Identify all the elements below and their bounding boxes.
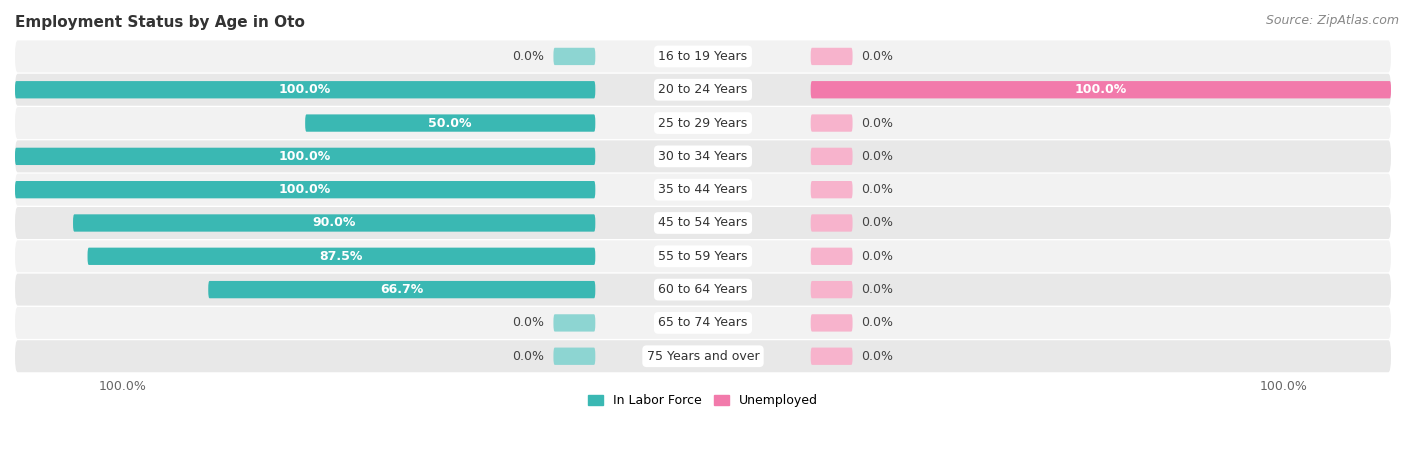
Text: 30 to 34 Years: 30 to 34 Years [658, 150, 748, 163]
FancyBboxPatch shape [15, 174, 1391, 206]
Text: 66.7%: 66.7% [380, 283, 423, 296]
FancyBboxPatch shape [15, 307, 1391, 339]
Text: 0.0%: 0.0% [512, 350, 544, 363]
FancyBboxPatch shape [811, 81, 1391, 98]
FancyBboxPatch shape [305, 115, 595, 132]
Text: 0.0%: 0.0% [862, 350, 894, 363]
FancyBboxPatch shape [15, 74, 1391, 106]
FancyBboxPatch shape [15, 207, 1391, 239]
Text: 100.0%: 100.0% [278, 150, 332, 163]
FancyBboxPatch shape [15, 181, 595, 198]
FancyBboxPatch shape [87, 248, 595, 265]
Text: 0.0%: 0.0% [862, 183, 894, 196]
Text: 45 to 54 Years: 45 to 54 Years [658, 216, 748, 230]
FancyBboxPatch shape [15, 140, 1391, 172]
FancyBboxPatch shape [15, 340, 1391, 372]
FancyBboxPatch shape [15, 274, 1391, 306]
Text: 0.0%: 0.0% [862, 216, 894, 230]
FancyBboxPatch shape [15, 81, 595, 98]
Text: 0.0%: 0.0% [862, 250, 894, 263]
FancyBboxPatch shape [811, 348, 852, 365]
Text: Source: ZipAtlas.com: Source: ZipAtlas.com [1265, 14, 1399, 27]
Text: 100.0%: 100.0% [278, 183, 332, 196]
Text: 0.0%: 0.0% [862, 116, 894, 129]
Text: 60 to 64 Years: 60 to 64 Years [658, 283, 748, 296]
FancyBboxPatch shape [811, 48, 852, 65]
Text: 100.0%: 100.0% [278, 83, 332, 96]
Text: 0.0%: 0.0% [862, 317, 894, 329]
Text: 0.0%: 0.0% [512, 317, 544, 329]
Text: 0.0%: 0.0% [512, 50, 544, 63]
FancyBboxPatch shape [811, 248, 852, 265]
FancyBboxPatch shape [811, 281, 852, 298]
Text: Employment Status by Age in Oto: Employment Status by Age in Oto [15, 15, 305, 30]
FancyBboxPatch shape [208, 281, 595, 298]
Text: 87.5%: 87.5% [319, 250, 363, 263]
Text: 90.0%: 90.0% [312, 216, 356, 230]
FancyBboxPatch shape [554, 48, 595, 65]
FancyBboxPatch shape [554, 314, 595, 331]
Text: 0.0%: 0.0% [862, 50, 894, 63]
Text: 55 to 59 Years: 55 to 59 Years [658, 250, 748, 263]
FancyBboxPatch shape [811, 181, 852, 198]
Text: 25 to 29 Years: 25 to 29 Years [658, 116, 748, 129]
Text: 75 Years and over: 75 Years and over [647, 350, 759, 363]
FancyBboxPatch shape [15, 107, 1391, 139]
Text: 16 to 19 Years: 16 to 19 Years [658, 50, 748, 63]
Legend: In Labor Force, Unemployed: In Labor Force, Unemployed [583, 389, 823, 412]
FancyBboxPatch shape [15, 240, 1391, 272]
FancyBboxPatch shape [15, 41, 1391, 73]
Text: 20 to 24 Years: 20 to 24 Years [658, 83, 748, 96]
FancyBboxPatch shape [554, 348, 595, 365]
Text: 50.0%: 50.0% [429, 116, 472, 129]
Text: 65 to 74 Years: 65 to 74 Years [658, 317, 748, 329]
FancyBboxPatch shape [811, 214, 852, 232]
Text: 0.0%: 0.0% [862, 283, 894, 296]
Text: 0.0%: 0.0% [862, 150, 894, 163]
FancyBboxPatch shape [73, 214, 595, 232]
Text: 35 to 44 Years: 35 to 44 Years [658, 183, 748, 196]
Text: 100.0%: 100.0% [1074, 83, 1128, 96]
FancyBboxPatch shape [811, 148, 852, 165]
FancyBboxPatch shape [811, 115, 852, 132]
FancyBboxPatch shape [15, 148, 595, 165]
FancyBboxPatch shape [811, 314, 852, 331]
